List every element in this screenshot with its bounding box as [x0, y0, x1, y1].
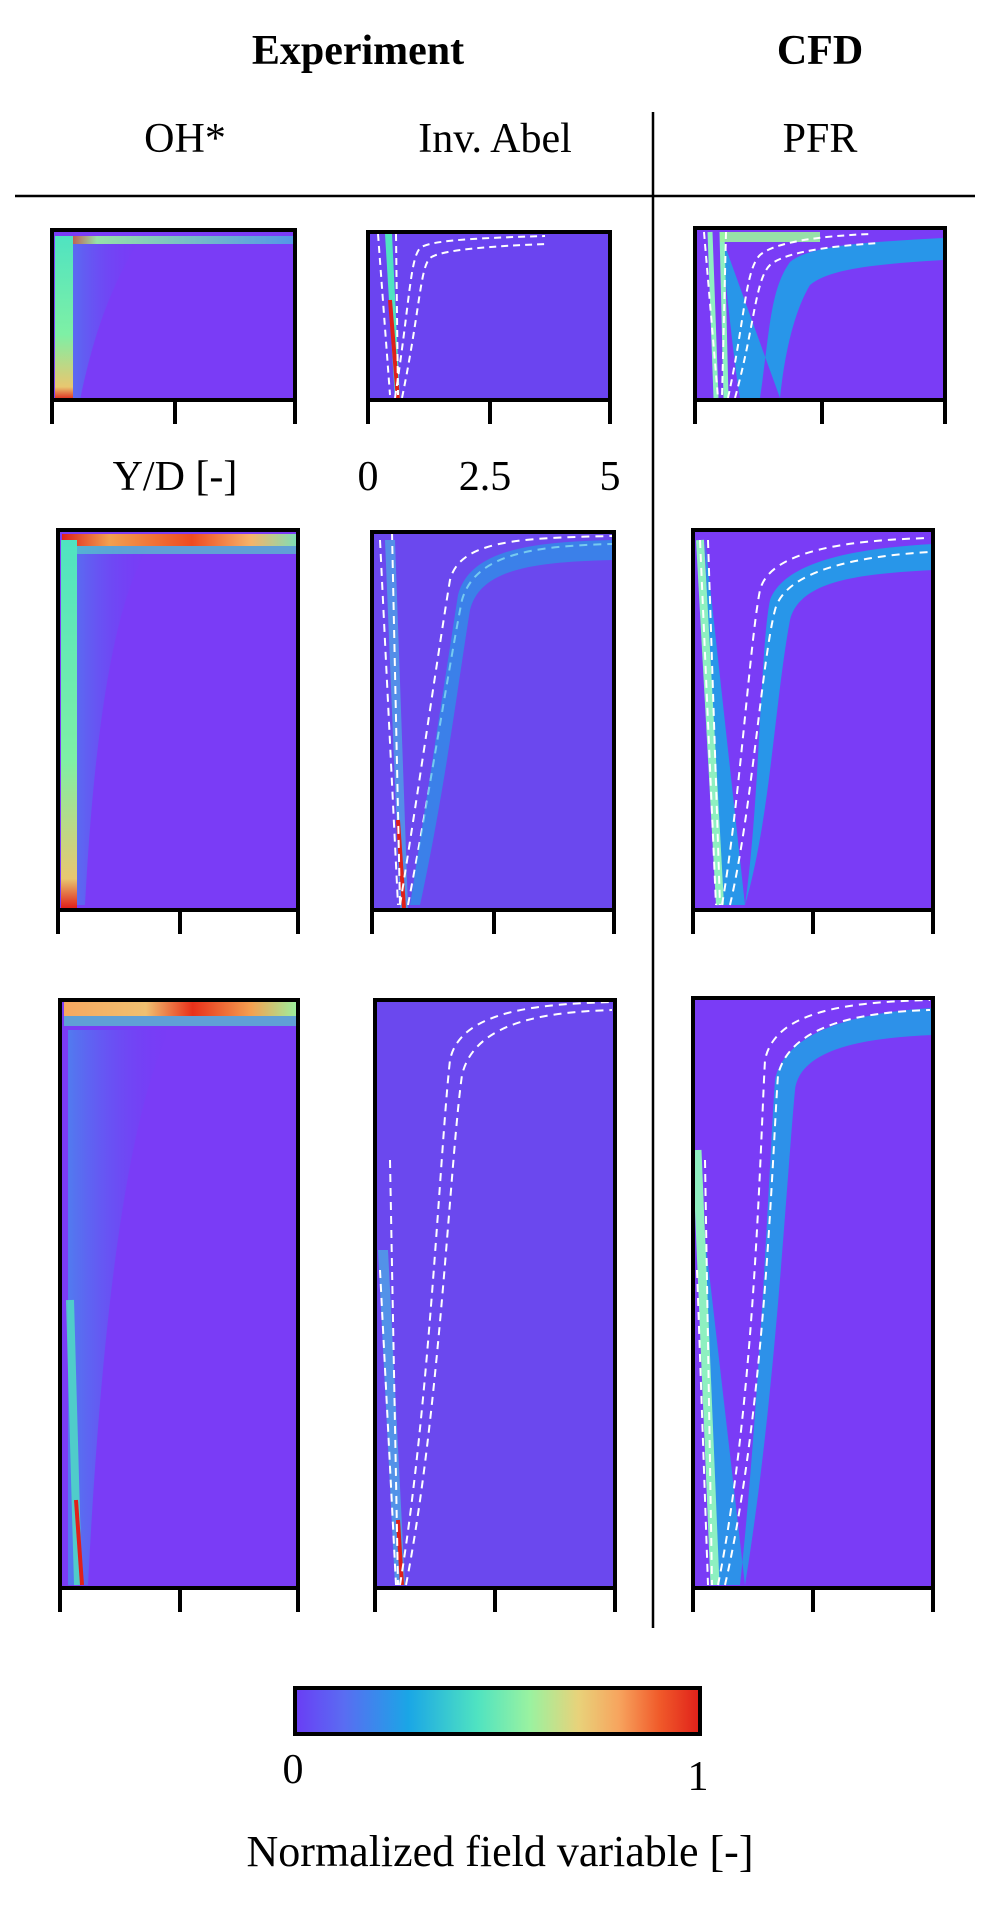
ohstar-panel-1 [50, 228, 297, 402]
axis-label: Y/D [-] [113, 454, 238, 500]
colorbar-max-label: 1 [688, 1754, 709, 1800]
inv-abel-column-label: Inv. Abel [418, 116, 572, 162]
colorbar-title: Normalized field variable [-] [247, 1827, 754, 1876]
axis-tick-0: 0 [358, 454, 379, 500]
pfr-column-label: PFR [783, 116, 858, 162]
colorbar [293, 1686, 702, 1736]
pfr-axis-3 [691, 1586, 935, 1612]
axis-tick-5: 5 [600, 454, 621, 500]
ohstar-panel-2 [56, 528, 300, 912]
inv-abel-panel-1 [366, 230, 612, 402]
pfr-panel-2 [691, 528, 935, 912]
inv-abel-axis-3 [373, 1586, 617, 1612]
inv-abel-panel-3 [373, 998, 617, 1590]
cfd-heading: CFD [777, 28, 863, 74]
pfr-panel-1 [693, 226, 947, 402]
pfr-panel-3 [691, 996, 935, 1590]
ohstar-panel-3 [58, 998, 300, 1590]
axis-tick-2-5: 2.5 [459, 454, 512, 500]
pfr-axis-1 [693, 398, 947, 424]
ohstar-column-label: OH* [144, 116, 226, 162]
ohstar-axis-1 [50, 398, 297, 424]
inv-abel-axis-2 [370, 908, 616, 934]
inv-abel-panel-2 [370, 530, 616, 912]
pfr-axis-2 [691, 908, 935, 934]
inv-abel-axis-1 [366, 398, 612, 424]
ohstar-axis-3 [58, 1586, 300, 1612]
colorbar-min-label: 0 [283, 1747, 304, 1793]
ohstar-axis-2 [56, 908, 300, 934]
experiment-heading: Experiment [252, 28, 464, 74]
